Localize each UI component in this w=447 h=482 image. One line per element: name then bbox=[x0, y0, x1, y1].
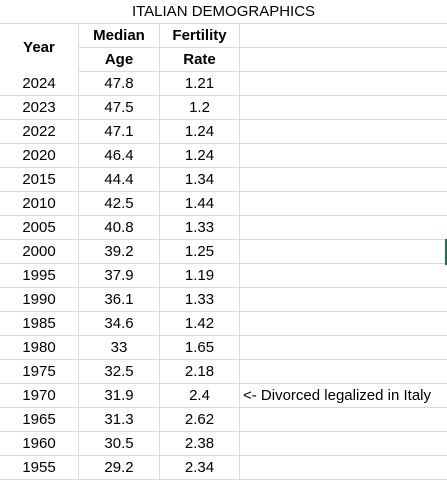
note-cell[interactable] bbox=[240, 120, 447, 143]
note-cell[interactable] bbox=[240, 216, 447, 239]
fertility-rate-cell[interactable]: 2.18 bbox=[160, 360, 240, 384]
header-median-age-line2[interactable]: Age bbox=[79, 48, 160, 72]
median-age-cell[interactable]: 47.5 bbox=[79, 96, 160, 120]
fertility-rate-cell[interactable]: 1.2 bbox=[160, 96, 240, 120]
year-cell[interactable]: 1975 bbox=[0, 360, 79, 384]
table-row: 1965 31.3 2.62 bbox=[0, 408, 447, 432]
note-cell[interactable] bbox=[240, 408, 447, 431]
year-cell[interactable]: 1960 bbox=[0, 432, 79, 456]
header-median-age-line1[interactable]: Median bbox=[79, 24, 160, 48]
median-age-cell[interactable]: 42.5 bbox=[79, 192, 160, 216]
median-age-cell[interactable]: 36.1 bbox=[79, 288, 160, 312]
table-row: 1995 37.9 1.19 bbox=[0, 264, 447, 288]
year-cell[interactable]: 1980 bbox=[0, 336, 79, 360]
title-row: ITALIAN DEMOGRAPHICS bbox=[0, 0, 447, 24]
selection-edge-marker bbox=[445, 239, 447, 265]
table-row: 2022 47.1 1.24 bbox=[0, 120, 447, 144]
fertility-rate-cell[interactable]: 1.19 bbox=[160, 264, 240, 288]
fertility-rate-cell[interactable]: 2.34 bbox=[160, 456, 240, 480]
table-row: 1980 33 1.65 bbox=[0, 336, 447, 360]
note-cell[interactable] bbox=[240, 192, 447, 215]
year-cell[interactable]: 1965 bbox=[0, 408, 79, 432]
median-age-cell[interactable]: 32.5 bbox=[79, 360, 160, 384]
median-age-cell[interactable]: 39.2 bbox=[79, 240, 160, 264]
table-row: 2005 40.8 1.33 bbox=[0, 216, 447, 240]
note-cell[interactable] bbox=[240, 264, 447, 287]
note-cell[interactable] bbox=[240, 288, 447, 311]
table-row: 2020 46.4 1.24 bbox=[0, 144, 447, 168]
table-row: 2000 39.2 1.25 bbox=[0, 240, 447, 264]
year-cell[interactable]: 1955 bbox=[0, 456, 79, 480]
year-cell[interactable]: 2023 bbox=[0, 96, 79, 120]
note-cell[interactable] bbox=[240, 432, 447, 455]
table-row: 1985 34.6 1.42 bbox=[0, 312, 447, 336]
fertility-rate-cell[interactable]: 1.33 bbox=[160, 288, 240, 312]
year-cell[interactable]: 2022 bbox=[0, 120, 79, 144]
fertility-rate-cell[interactable]: 2.62 bbox=[160, 408, 240, 432]
year-cell[interactable]: 1970 bbox=[0, 384, 79, 408]
table-row: 2024 47.8 1.21 bbox=[0, 72, 447, 96]
fertility-rate-cell[interactable]: 1.25 bbox=[160, 240, 240, 264]
note-cell[interactable] bbox=[240, 336, 447, 359]
table-row: 2015 44.4 1.34 bbox=[0, 168, 447, 192]
median-age-cell[interactable]: 47.8 bbox=[79, 72, 160, 96]
header-fertility-rate-line1[interactable]: Fertility bbox=[160, 24, 240, 48]
year-cell[interactable]: 2000 bbox=[0, 240, 79, 264]
fertility-rate-cell[interactable]: 2.4 bbox=[160, 384, 240, 408]
year-cell[interactable]: 1995 bbox=[0, 264, 79, 288]
header-row-1: Year Median Fertility bbox=[0, 24, 447, 72]
year-cell[interactable]: 2005 bbox=[0, 216, 79, 240]
fertility-rate-cell[interactable]: 1.24 bbox=[160, 120, 240, 144]
table-row: 1960 30.5 2.38 bbox=[0, 432, 447, 456]
table-title[interactable]: ITALIAN DEMOGRAPHICS bbox=[131, 3, 316, 20]
note-cell[interactable] bbox=[240, 96, 447, 119]
median-age-cell[interactable]: 47.1 bbox=[79, 120, 160, 144]
fertility-rate-cell[interactable]: 1.44 bbox=[160, 192, 240, 216]
year-cell[interactable]: 2010 bbox=[0, 192, 79, 216]
table-row: 2023 47.5 1.2 bbox=[0, 96, 447, 120]
table-row: 1955 29.2 2.34 bbox=[0, 456, 447, 480]
year-cell[interactable]: 2024 bbox=[0, 72, 79, 96]
year-cell[interactable]: 2020 bbox=[0, 144, 79, 168]
note-cell[interactable] bbox=[240, 312, 447, 335]
fertility-rate-cell[interactable]: 1.42 bbox=[160, 312, 240, 336]
median-age-cell[interactable]: 40.8 bbox=[79, 216, 160, 240]
table-row: 2010 42.5 1.44 bbox=[0, 192, 447, 216]
empty-cell[interactable] bbox=[240, 24, 447, 47]
fertility-rate-cell[interactable]: 1.24 bbox=[160, 144, 240, 168]
median-age-cell[interactable]: 29.2 bbox=[79, 456, 160, 480]
fertility-rate-cell[interactable]: 2.38 bbox=[160, 432, 240, 456]
header-row-2: Age Rate bbox=[0, 48, 447, 72]
note-cell[interactable] bbox=[240, 72, 447, 95]
table-row: 1970 31.9 2.4 <- Divorced legalized in I… bbox=[0, 384, 447, 408]
table-row: 1975 32.5 2.18 bbox=[0, 360, 447, 384]
note-cell[interactable] bbox=[240, 456, 447, 479]
note-cell[interactable] bbox=[240, 240, 447, 263]
median-age-cell[interactable]: 46.4 bbox=[79, 144, 160, 168]
median-age-cell[interactable]: 33 bbox=[79, 336, 160, 360]
note-cell[interactable] bbox=[240, 360, 447, 383]
fertility-rate-cell[interactable]: 1.34 bbox=[160, 168, 240, 192]
header-year[interactable]: Year bbox=[0, 24, 79, 72]
median-age-cell[interactable]: 31.9 bbox=[79, 384, 160, 408]
median-age-cell[interactable]: 44.4 bbox=[79, 168, 160, 192]
header-fertility-rate-line2[interactable]: Rate bbox=[160, 48, 240, 72]
median-age-cell[interactable]: 30.5 bbox=[79, 432, 160, 456]
table-row: 1990 36.1 1.33 bbox=[0, 288, 447, 312]
median-age-cell[interactable]: 31.3 bbox=[79, 408, 160, 432]
note-cell[interactable] bbox=[240, 168, 447, 191]
fertility-rate-cell[interactable]: 1.65 bbox=[160, 336, 240, 360]
median-age-cell[interactable]: 34.6 bbox=[79, 312, 160, 336]
note-cell[interactable] bbox=[240, 144, 447, 167]
year-cell[interactable]: 1985 bbox=[0, 312, 79, 336]
annotation-note-cell[interactable]: <- Divorced legalized in Italy bbox=[243, 387, 432, 404]
empty-cell[interactable] bbox=[240, 48, 447, 71]
year-cell[interactable]: 2015 bbox=[0, 168, 79, 192]
fertility-rate-cell[interactable]: 1.33 bbox=[160, 216, 240, 240]
median-age-cell[interactable]: 37.9 bbox=[79, 264, 160, 288]
year-cell[interactable]: 1990 bbox=[0, 288, 79, 312]
fertility-rate-cell[interactable]: 1.21 bbox=[160, 72, 240, 96]
